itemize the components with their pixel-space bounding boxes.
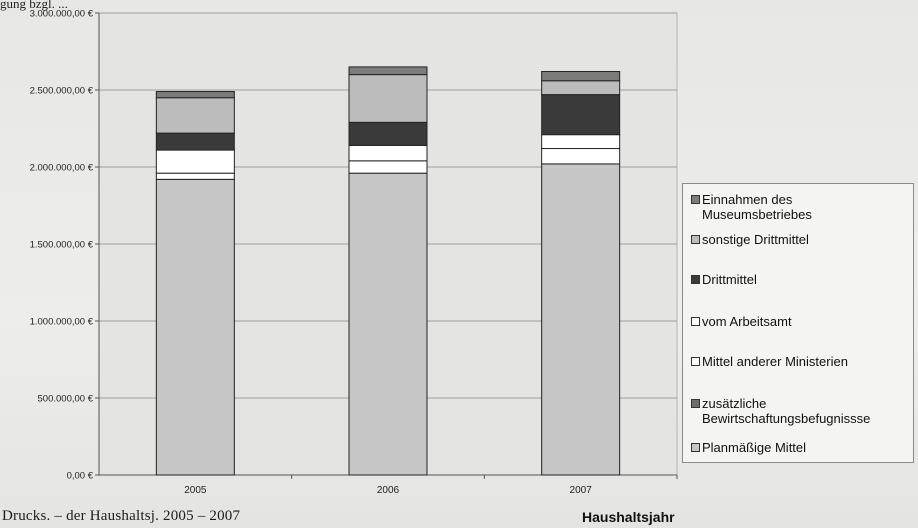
y-tick-label: 1.500.000,00 € [30, 240, 94, 251]
y-tick-label: 0,00 € [67, 471, 94, 482]
bar-segment [155, 132, 235, 151]
legend-item: Planmäßige Mittel [691, 440, 806, 455]
legend-swatch [691, 235, 700, 244]
legend-label: Planmäßige Mittel [702, 440, 807, 455]
bar-segment [348, 74, 428, 123]
legend-item: vom Arbeitsamt [691, 314, 792, 329]
bar-segment [348, 160, 428, 174]
legend-item: Drittmittel [691, 272, 757, 287]
x-tick-label: 2007 [570, 485, 593, 496]
y-tick-label: 3.000.000,00 € [30, 9, 94, 20]
bar-segment [348, 172, 428, 476]
bar-segment [541, 94, 621, 136]
bar-segment [541, 163, 621, 476]
bar-segment [155, 178, 235, 476]
legend-swatch [691, 195, 700, 204]
chart-legend: Einnahmen des Museumsbetriebes sonstige D… [682, 183, 914, 463]
bar-segment [155, 97, 235, 134]
legend-label: vom Arbeitsamt [702, 314, 792, 329]
bar-segment [541, 148, 621, 165]
bar-segment [541, 71, 621, 82]
x-tick-label: 2005 [184, 485, 207, 496]
legend-label: Drittmittel [702, 272, 757, 287]
y-tick-label: 2.500.000,00 € [30, 86, 94, 97]
legend-swatch [691, 357, 700, 366]
y-tick-label: 1.000.000,00 € [30, 317, 94, 328]
legend-item: Mittel anderer Ministerien [691, 354, 848, 369]
bar-segment [155, 149, 235, 174]
bar-segment [155, 172, 235, 180]
legend-swatch [691, 443, 700, 452]
y-tick-label: 2.000.000,00 € [30, 163, 94, 174]
legend-label: zusätzliche Bewirtschaftungsbefugnissse [702, 396, 871, 426]
bar-segment [348, 121, 428, 146]
x-tick-label: 2006 [377, 485, 400, 496]
bar-segment [348, 66, 428, 76]
bar-segment [155, 91, 235, 99]
legend-item: zusätzliche Bewirtschaftungsbefugnissse [691, 396, 870, 426]
legend-swatch [691, 317, 700, 326]
bar-segment [348, 144, 428, 162]
top-caption: gung bzgl. ... [0, 0, 68, 11]
y-tick-label: 500.000,00 € [38, 394, 94, 405]
bar-segment [541, 80, 621, 96]
legend-label: Mittel anderer Ministerien [702, 354, 848, 369]
legend-swatch [691, 399, 700, 408]
legend-item: sonstige Drittmittel [691, 232, 809, 247]
legend-item: Einnahmen des Museumsbetriebes [691, 192, 812, 222]
bottom-caption: Drucks. – der Haushaltsj. 2005 – 2007 [2, 508, 241, 524]
legend-swatch [691, 275, 700, 284]
legend-label: sonstige Drittmittel [702, 232, 809, 247]
legend-label: Einnahmen des Museumsbetriebes [702, 192, 812, 222]
bar-segment [541, 134, 621, 150]
x-axis-title: Haushaltsjahr [582, 509, 675, 525]
